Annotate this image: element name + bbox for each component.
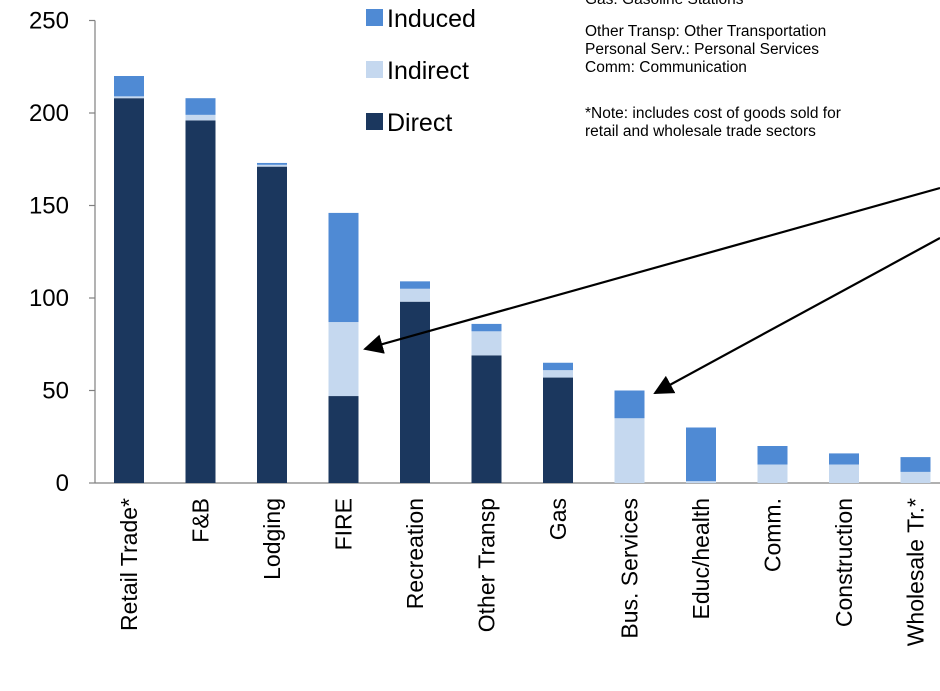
category-label: Construction — [831, 498, 857, 627]
y-tick-label: 200 — [29, 100, 69, 127]
note-line: retail and wholesale trade sectors — [585, 123, 816, 140]
bar-segment-indirect — [257, 164, 287, 167]
bar-segment-indirect — [614, 418, 645, 483]
notes: Gas: Gasoline Stations Other Transp: Othe… — [585, 0, 841, 140]
bar-segment-indirect — [900, 471, 931, 483]
bar-segment-induced — [185, 98, 216, 115]
bar-segment-induced — [400, 281, 430, 289]
bar-segment-indirect — [114, 96, 144, 99]
y-tick-label: 50 — [42, 378, 69, 405]
bar-segment-direct — [543, 377, 573, 483]
legend: Induced Indirect Direct — [366, 5, 476, 137]
bar-segment-induced — [114, 76, 144, 97]
bar-segment-direct — [257, 166, 287, 483]
legend-swatch-direct — [366, 113, 383, 130]
bar-segment-induced — [829, 453, 859, 465]
x-axis-labels: Retail Trade* F&B Lodging FIRE Recreation Oth… — [116, 498, 929, 646]
bars — [114, 76, 931, 484]
y-tick-label: 250 — [29, 8, 69, 35]
y-tick-label: 0 — [56, 470, 69, 497]
arrows — [363, 186, 940, 394]
legend-label-induced: Induced — [387, 5, 476, 33]
y-tick-label: 100 — [29, 285, 69, 312]
category-label: Retail Trade* — [116, 498, 142, 631]
category-label: Recreation — [402, 498, 428, 609]
bar-segment-induced — [543, 362, 573, 371]
category-label: Other Transp — [474, 498, 500, 632]
bar-segment-induced — [328, 212, 359, 323]
bar-segment-induced — [686, 427, 716, 482]
category-label: Bus. Services — [617, 498, 643, 639]
y-tick-label: 150 — [29, 193, 69, 220]
bar-segment-indirect — [757, 464, 788, 483]
bar-segment-induced — [614, 390, 645, 419]
category-label: FIRE — [331, 498, 357, 550]
note-line: Personal Serv.: Personal Services — [585, 41, 819, 58]
bar-segment-indirect — [543, 370, 573, 378]
note-line: Comm: Communication — [585, 59, 747, 76]
category-label: Educ/health — [688, 498, 714, 619]
category-label: Lodging — [259, 498, 285, 580]
bar-segment-indirect — [686, 481, 716, 483]
bar-segment-direct — [185, 120, 216, 484]
bar-segment-induced — [471, 323, 502, 332]
legend-label-direct: Direct — [387, 109, 452, 137]
note-line: Gas: Gasoline Stations — [585, 0, 744, 8]
arrow-to-bus-services — [653, 237, 940, 394]
bar-segment-direct — [471, 355, 502, 483]
bar-segment-induced — [900, 457, 931, 472]
category-label: F&B — [188, 498, 214, 543]
bar-segment-indirect — [471, 331, 502, 356]
bar-segment-indirect — [400, 288, 430, 302]
bar-segment-direct — [400, 301, 430, 483]
legend-label-indirect: Indirect — [387, 57, 469, 85]
bar-segment-indirect — [328, 322, 359, 397]
note-line: *Note: includes cost of goods sold for — [585, 105, 841, 122]
legend-swatch-induced — [366, 9, 383, 26]
category-label: Gas — [545, 498, 571, 540]
y-axis: 0 50 100 150 200 250 — [29, 8, 940, 497]
category-label: Comm. — [760, 498, 786, 572]
arrow-to-fire — [363, 186, 940, 354]
bar-segment-direct — [328, 396, 359, 483]
category-label: Wholesale Tr.* — [903, 498, 929, 646]
bar-segment-indirect — [829, 464, 859, 483]
bar-segment-induced — [757, 446, 788, 465]
bar-segment-direct — [114, 98, 144, 483]
bar-segment-induced — [257, 162, 287, 165]
note-line: Other Transp: Other Transportation — [585, 23, 826, 40]
legend-swatch-indirect — [366, 61, 383, 78]
bar-segment-indirect — [185, 114, 216, 121]
